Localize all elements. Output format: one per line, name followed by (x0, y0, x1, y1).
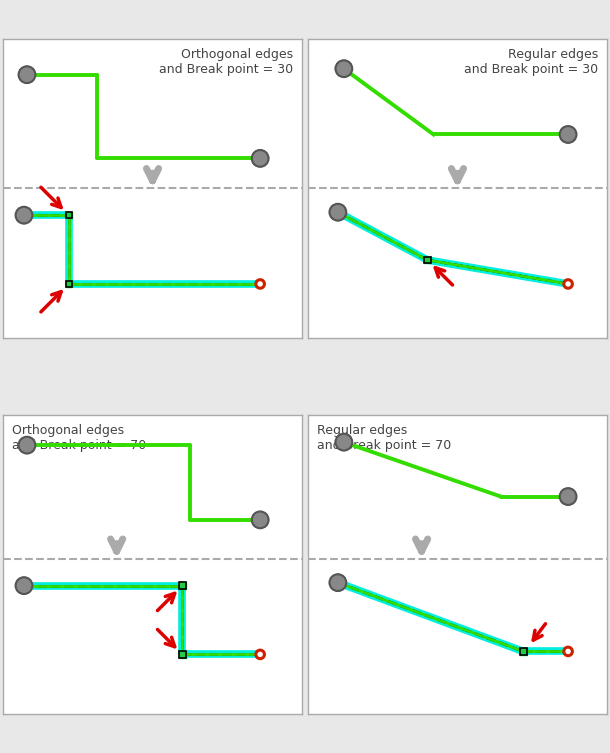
Text: Regular edges
and Break point = 70: Regular edges and Break point = 70 (317, 424, 451, 453)
Circle shape (329, 204, 346, 221)
Circle shape (329, 575, 346, 591)
Bar (179, 582, 185, 589)
Bar (65, 212, 72, 218)
Circle shape (560, 126, 576, 143)
Circle shape (16, 207, 32, 224)
Bar (520, 648, 526, 654)
Circle shape (336, 434, 352, 450)
Circle shape (18, 437, 35, 453)
Circle shape (256, 650, 264, 659)
Bar (65, 281, 72, 287)
Bar (520, 648, 526, 654)
Bar (179, 582, 185, 589)
Circle shape (564, 279, 572, 288)
Circle shape (18, 66, 35, 83)
Bar (425, 257, 431, 264)
Circle shape (564, 647, 572, 656)
Circle shape (252, 150, 268, 166)
Bar (179, 651, 185, 657)
Circle shape (560, 488, 576, 505)
Bar (65, 281, 72, 287)
Bar (179, 651, 185, 657)
Bar (425, 257, 431, 264)
Circle shape (256, 279, 264, 288)
Text: Regular edges
and Break point = 30: Regular edges and Break point = 30 (464, 47, 598, 76)
Circle shape (336, 60, 352, 77)
Circle shape (16, 578, 32, 594)
Text: Orthogonal edges
and Break point = 70: Orthogonal edges and Break point = 70 (12, 424, 146, 453)
Bar (65, 212, 72, 218)
Text: Orthogonal edges
and Break point = 30: Orthogonal edges and Break point = 30 (159, 47, 293, 76)
Circle shape (252, 511, 268, 529)
